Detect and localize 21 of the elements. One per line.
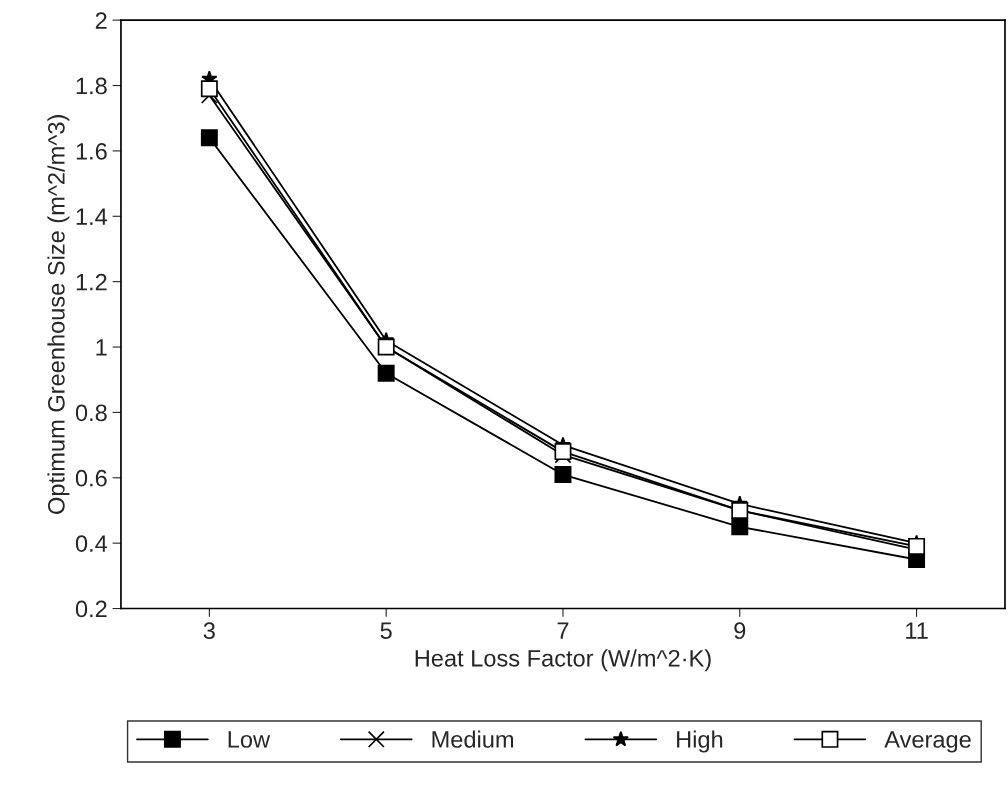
y-tick-label: 1.2 — [76, 273, 107, 291]
y-tick-label: 1.8 — [76, 77, 107, 95]
y-tick-label: 0.8 — [75, 404, 107, 422]
y-axis-title: Optimum Greenhouse Size (m^2/m^3) — [47, 115, 70, 514]
legend-label: Medium — [432, 730, 514, 748]
y-tick-label: 1.6 — [76, 142, 107, 160]
x-axis-title: Heat Loss Factor (W/m^2·K) — [415, 649, 711, 672]
y-tick-label: 1 — [96, 339, 107, 356]
y-tick-label: 0.4 — [75, 535, 108, 552]
y-tick-label: 0.2 — [75, 600, 107, 618]
y-tick-label: 2 — [95, 12, 107, 29]
x-tick-label: 9 — [734, 622, 746, 640]
x-tick-label: 7 — [557, 622, 569, 639]
legend-label: High — [677, 730, 723, 753]
x-tick-label: 11 — [906, 622, 928, 639]
legend-label: Low — [228, 731, 271, 748]
legend-label: Average — [884, 731, 971, 753]
y-tick-label: 0.6 — [75, 469, 107, 487]
x-tick-label: 5 — [380, 622, 392, 640]
y-tick-label: 1.4 — [76, 208, 108, 225]
x-tick-label: 3 — [203, 622, 215, 640]
